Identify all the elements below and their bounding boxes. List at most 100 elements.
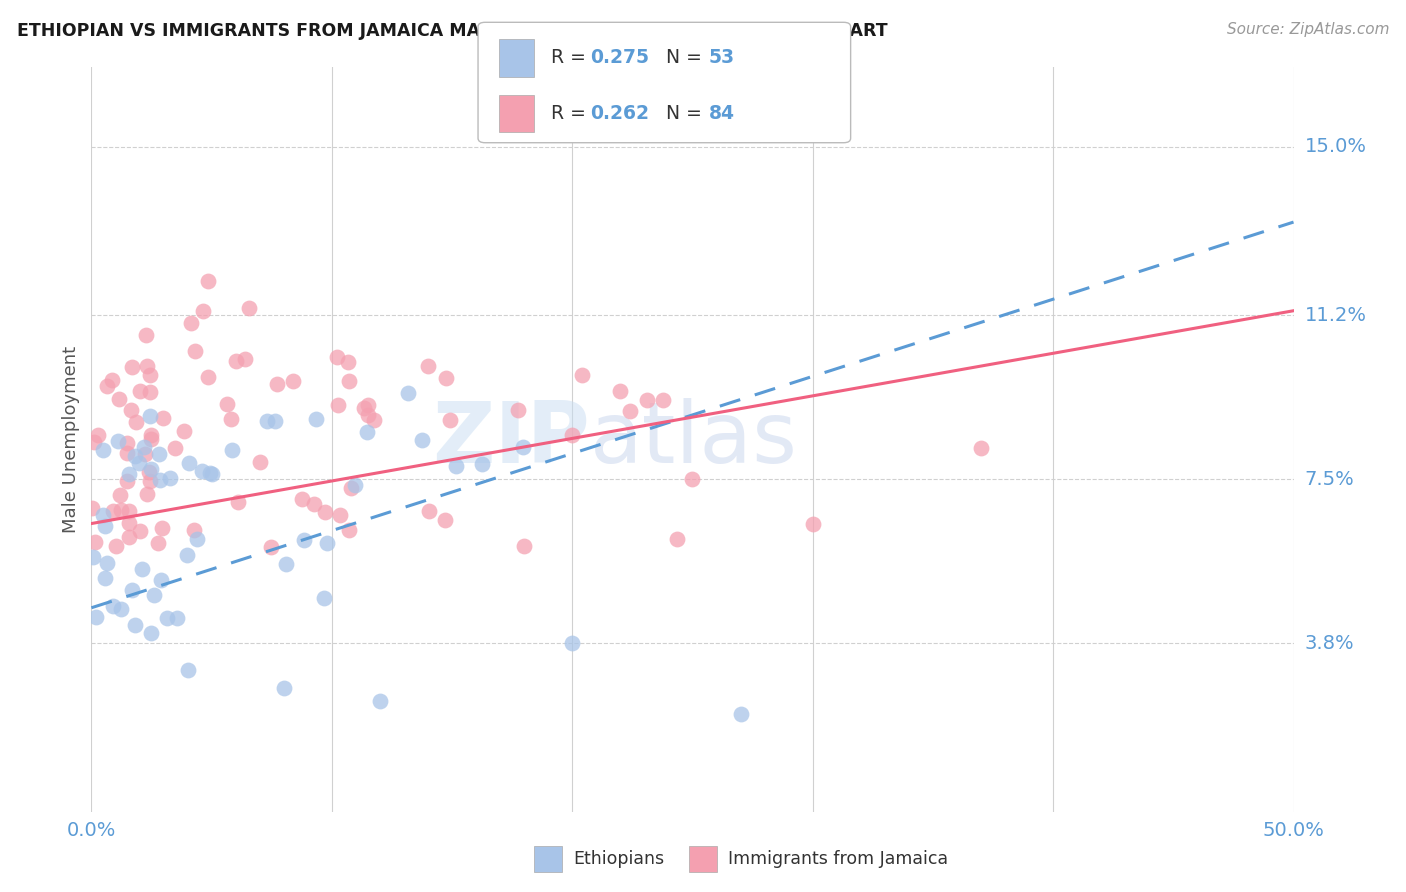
Point bbox=[439, 413, 461, 427]
Point bbox=[142, 588, 165, 602]
Point bbox=[110, 503, 132, 517]
Point bbox=[652, 393, 675, 408]
Point bbox=[339, 524, 361, 538]
Point bbox=[115, 446, 138, 460]
Point bbox=[87, 428, 110, 442]
Point bbox=[110, 601, 132, 615]
Point bbox=[513, 539, 536, 553]
Point bbox=[356, 425, 378, 439]
Text: Immigrants from Jamaica: Immigrants from Jamaica bbox=[728, 850, 949, 868]
Point bbox=[198, 466, 221, 480]
Point bbox=[139, 368, 162, 383]
Point bbox=[471, 457, 494, 471]
Point bbox=[118, 504, 141, 518]
Point bbox=[256, 414, 278, 428]
Text: 11.2%: 11.2% bbox=[1305, 306, 1367, 325]
Point bbox=[91, 443, 114, 458]
Text: 84: 84 bbox=[709, 104, 734, 123]
Point bbox=[283, 374, 305, 388]
Point bbox=[291, 492, 314, 507]
Point bbox=[512, 441, 534, 455]
Point bbox=[416, 359, 439, 373]
Point bbox=[305, 412, 328, 426]
Point bbox=[125, 415, 148, 429]
Point bbox=[176, 663, 198, 677]
Point bbox=[93, 571, 115, 585]
Point bbox=[128, 524, 150, 538]
Point bbox=[302, 497, 325, 511]
Point bbox=[118, 530, 141, 544]
Point bbox=[139, 433, 162, 447]
Text: R =: R = bbox=[551, 48, 592, 68]
Text: 0.262: 0.262 bbox=[591, 104, 650, 123]
Point bbox=[340, 482, 363, 496]
Point bbox=[363, 413, 385, 427]
Point bbox=[264, 414, 287, 428]
Point bbox=[225, 354, 247, 368]
Point bbox=[124, 449, 146, 463]
Point bbox=[197, 274, 219, 288]
Point bbox=[353, 401, 375, 415]
Point bbox=[96, 379, 118, 393]
Point bbox=[166, 611, 188, 625]
Point bbox=[730, 707, 752, 722]
Point bbox=[148, 447, 170, 461]
Point bbox=[201, 467, 224, 481]
Point bbox=[801, 516, 824, 531]
Point bbox=[118, 467, 141, 482]
Point bbox=[135, 359, 157, 374]
Point bbox=[326, 398, 349, 412]
Point bbox=[433, 513, 456, 527]
Point bbox=[180, 317, 202, 331]
Point bbox=[314, 591, 336, 606]
Point bbox=[107, 392, 129, 407]
Point bbox=[357, 399, 380, 413]
Point bbox=[138, 465, 160, 479]
Point bbox=[434, 371, 457, 385]
Point bbox=[273, 681, 295, 695]
Point bbox=[368, 694, 391, 708]
Point bbox=[326, 350, 349, 364]
Point bbox=[343, 478, 366, 492]
Point bbox=[163, 442, 186, 456]
Point bbox=[183, 523, 205, 537]
Point bbox=[148, 535, 170, 549]
Point bbox=[139, 475, 162, 489]
Point bbox=[571, 368, 593, 382]
Point bbox=[96, 556, 118, 570]
Point bbox=[233, 352, 256, 367]
Point bbox=[115, 475, 138, 489]
Point bbox=[561, 428, 583, 442]
Point bbox=[124, 618, 146, 632]
Point bbox=[190, 464, 212, 478]
Text: N =: N = bbox=[666, 48, 709, 68]
Point bbox=[103, 599, 125, 614]
Text: ZIP: ZIP bbox=[433, 398, 591, 481]
Text: 3.8%: 3.8% bbox=[1305, 633, 1354, 653]
Point bbox=[970, 441, 993, 455]
Point bbox=[134, 440, 156, 454]
Point bbox=[292, 533, 315, 548]
Point bbox=[82, 549, 104, 564]
Point bbox=[150, 521, 173, 535]
Text: 15.0%: 15.0% bbox=[1305, 137, 1367, 156]
Point bbox=[139, 427, 162, 442]
Point bbox=[139, 626, 162, 640]
Point bbox=[131, 562, 153, 576]
Point bbox=[446, 458, 468, 473]
Text: 53: 53 bbox=[709, 48, 735, 68]
Text: N =: N = bbox=[666, 104, 709, 123]
Point bbox=[197, 370, 219, 384]
Point bbox=[191, 304, 214, 318]
Point bbox=[120, 402, 142, 417]
Point bbox=[337, 355, 360, 369]
Point bbox=[666, 533, 689, 547]
Point bbox=[238, 301, 260, 315]
Point bbox=[115, 435, 138, 450]
Point bbox=[128, 384, 150, 398]
Point bbox=[418, 504, 440, 518]
Point bbox=[186, 532, 208, 546]
Point bbox=[91, 508, 114, 522]
Point bbox=[249, 455, 271, 469]
Point bbox=[337, 374, 360, 388]
